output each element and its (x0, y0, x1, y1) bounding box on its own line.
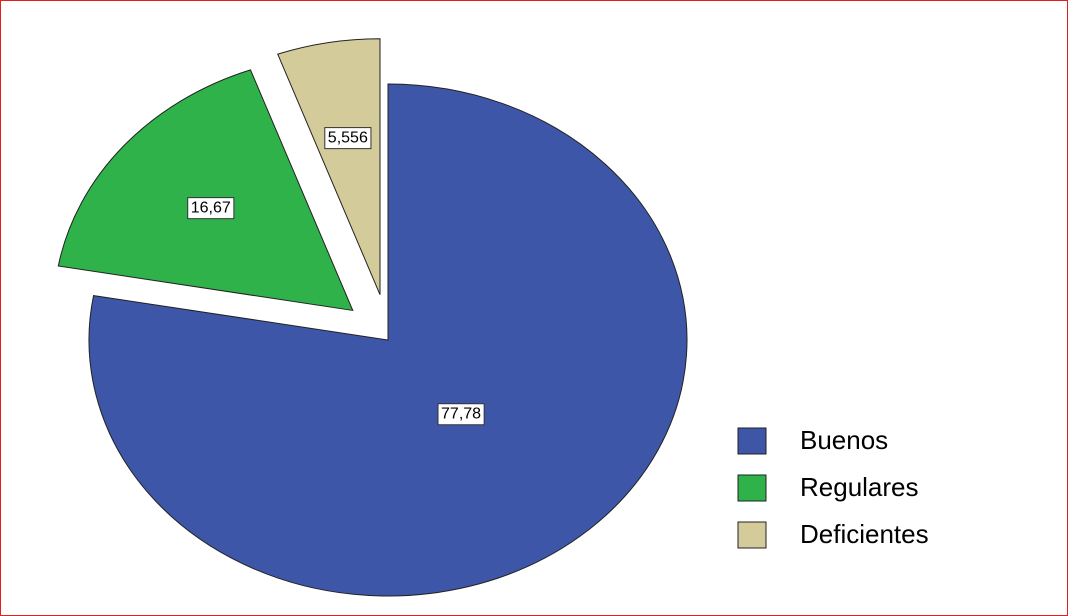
legend-swatch (737, 474, 767, 502)
pie-slice (88, 83, 688, 597)
pie-slice (277, 38, 381, 295)
legend-label: Deficientes (800, 519, 929, 549)
value-label: 77,78 (441, 406, 481, 423)
value-label: 5,556 (328, 130, 368, 147)
legend-label: Buenos (800, 425, 888, 455)
legend-swatch (737, 521, 767, 549)
legend-swatch (737, 427, 767, 455)
value-label-box (437, 403, 485, 426)
value-label: 16,67 (191, 200, 231, 217)
value-label-box (187, 197, 235, 220)
legend-label: Regulares (800, 472, 919, 502)
pie-slice (57, 69, 354, 312)
value-label-box (324, 127, 372, 150)
